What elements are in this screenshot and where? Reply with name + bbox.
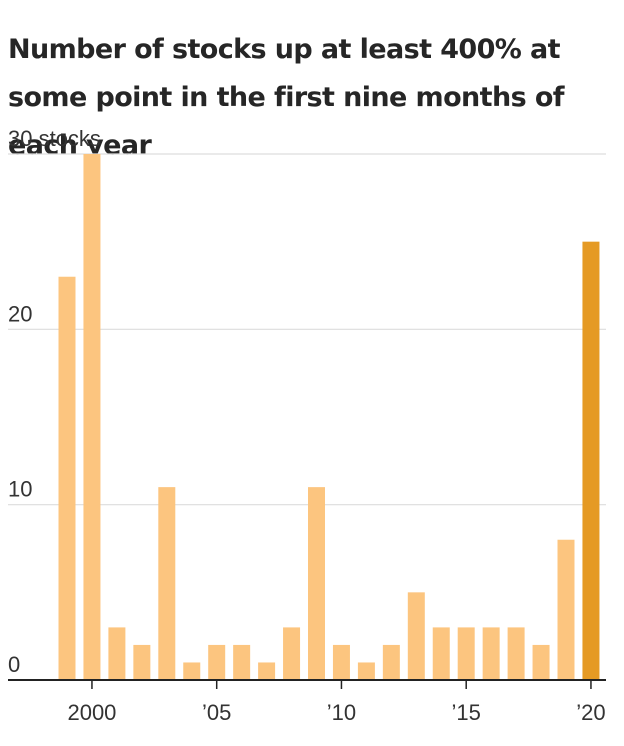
bar-2006 bbox=[233, 644, 251, 680]
bar-2008 bbox=[283, 627, 301, 680]
bar-2016 bbox=[482, 627, 500, 680]
x-tick-label-2000: 2000 bbox=[67, 700, 116, 725]
x-tick-label-2010: ’10 bbox=[327, 700, 356, 725]
bar-2001 bbox=[108, 627, 126, 680]
bar-2011 bbox=[357, 662, 375, 680]
bar-2018 bbox=[532, 644, 550, 680]
bar-2007 bbox=[258, 662, 276, 680]
bar-2003 bbox=[158, 487, 176, 680]
bar-2014 bbox=[432, 627, 450, 680]
y-tick-label-30: 30 stocks bbox=[8, 126, 101, 151]
x-tick-label-2005: ’05 bbox=[202, 700, 231, 725]
bar-2020 bbox=[582, 241, 600, 680]
x-axis-labels: 2000 ’05 ’10 ’15 ’20 bbox=[67, 700, 605, 725]
bar-2012 bbox=[382, 644, 400, 680]
bar-2013 bbox=[407, 592, 425, 680]
bar-2004 bbox=[183, 662, 201, 680]
bar-2002 bbox=[133, 644, 151, 680]
bar-2005 bbox=[208, 644, 226, 680]
grid-lines bbox=[8, 153, 606, 506]
bar-2017 bbox=[507, 627, 525, 680]
bar-2009 bbox=[308, 487, 325, 680]
y-tick-label-10: 10 bbox=[8, 477, 32, 502]
bars bbox=[58, 154, 600, 680]
x-axis-ticks bbox=[91, 680, 592, 689]
y-tick-label-20: 20 bbox=[8, 301, 32, 326]
x-tick-label-2015: ’15 bbox=[452, 700, 481, 725]
bar-2010 bbox=[332, 644, 350, 680]
x-tick-label-2020: ’20 bbox=[576, 700, 605, 725]
bar-2000 bbox=[83, 154, 101, 680]
y-axis-labels: 0 10 20 30 stocks bbox=[8, 126, 101, 677]
bar-2019 bbox=[557, 539, 575, 680]
bar-2015 bbox=[457, 627, 475, 680]
bar-1999 bbox=[58, 276, 76, 680]
chart-title: Number of stocks up at least 400% at som… bbox=[8, 34, 565, 161]
y-tick-label-0: 0 bbox=[8, 652, 20, 677]
